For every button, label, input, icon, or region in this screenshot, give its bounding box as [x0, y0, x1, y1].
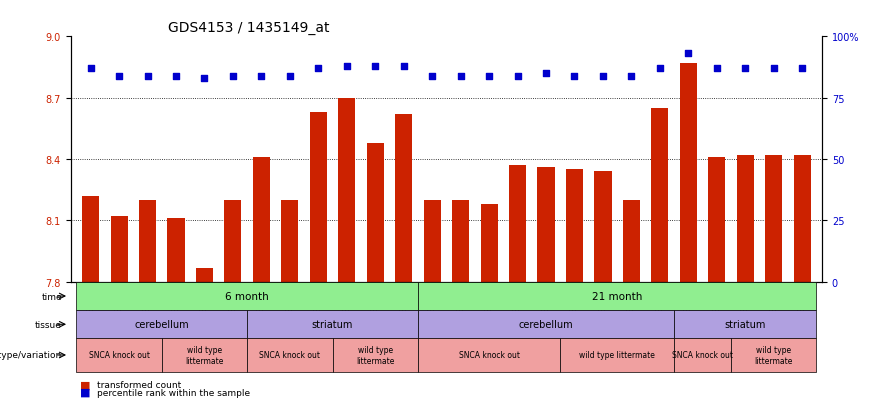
Bar [167, 219, 185, 282]
Bar [339, 98, 355, 282]
Text: ■: ■ [80, 387, 90, 397]
Text: cerebellum: cerebellum [134, 320, 189, 330]
Bar [509, 166, 526, 282]
Bar [566, 170, 583, 282]
Point [369, 63, 383, 70]
Text: ■: ■ [80, 379, 90, 389]
Text: wild type
littermate: wild type littermate [356, 345, 394, 365]
Bar [253, 158, 270, 282]
Text: transformed count: transformed count [97, 380, 181, 389]
Point [596, 73, 610, 80]
Point [682, 51, 696, 58]
Point [738, 66, 752, 72]
Bar [537, 168, 554, 282]
Bar [594, 172, 612, 282]
Point [197, 76, 211, 82]
Point [710, 66, 724, 72]
Bar [110, 217, 127, 282]
Point [510, 73, 524, 80]
Text: striatum: striatum [725, 320, 766, 330]
Point [425, 73, 439, 80]
Point [766, 66, 781, 72]
Point [795, 66, 809, 72]
Point [283, 73, 297, 80]
Bar [794, 156, 811, 282]
Point [568, 73, 582, 80]
Text: 21 month: 21 month [592, 291, 643, 301]
Bar [736, 156, 754, 282]
Point [453, 73, 468, 80]
Text: SNCA knock out: SNCA knock out [88, 351, 149, 360]
Point [339, 63, 354, 70]
Text: cerebellum: cerebellum [519, 320, 574, 330]
Point [397, 63, 411, 70]
Point [539, 71, 553, 77]
Text: time: time [42, 292, 62, 301]
Bar [82, 197, 99, 282]
Text: 6 month: 6 month [225, 291, 269, 301]
Bar [708, 158, 726, 282]
Text: wild type littermate: wild type littermate [579, 351, 655, 360]
Point [169, 73, 183, 80]
Bar [395, 115, 412, 282]
Bar [281, 201, 299, 282]
Bar [481, 204, 498, 282]
Bar [196, 268, 213, 282]
Point [624, 73, 638, 80]
Bar [423, 201, 441, 282]
Bar [367, 143, 384, 282]
Bar [652, 109, 668, 282]
Text: GDS4153 / 1435149_at: GDS4153 / 1435149_at [168, 21, 330, 35]
Point [226, 73, 240, 80]
Point [255, 73, 269, 80]
Bar [680, 64, 697, 282]
Text: SNCA knock out: SNCA knock out [672, 351, 733, 360]
Bar [452, 201, 469, 282]
Bar [139, 201, 156, 282]
Bar [309, 113, 327, 282]
Text: wild type
littermate: wild type littermate [755, 345, 793, 365]
Point [482, 73, 496, 80]
Text: striatum: striatum [312, 320, 354, 330]
Point [311, 66, 325, 72]
Bar [225, 201, 241, 282]
Text: genotype/variation: genotype/variation [0, 351, 62, 360]
Text: wild type
littermate: wild type littermate [186, 345, 224, 365]
Point [84, 66, 98, 72]
Point [112, 73, 126, 80]
Bar [623, 201, 640, 282]
Point [652, 66, 667, 72]
Text: tissue: tissue [35, 320, 62, 329]
Text: SNCA knock out: SNCA knock out [459, 351, 520, 360]
Text: percentile rank within the sample: percentile rank within the sample [97, 388, 250, 396]
Point [141, 73, 155, 80]
Text: SNCA knock out: SNCA knock out [259, 351, 320, 360]
Bar [766, 156, 782, 282]
